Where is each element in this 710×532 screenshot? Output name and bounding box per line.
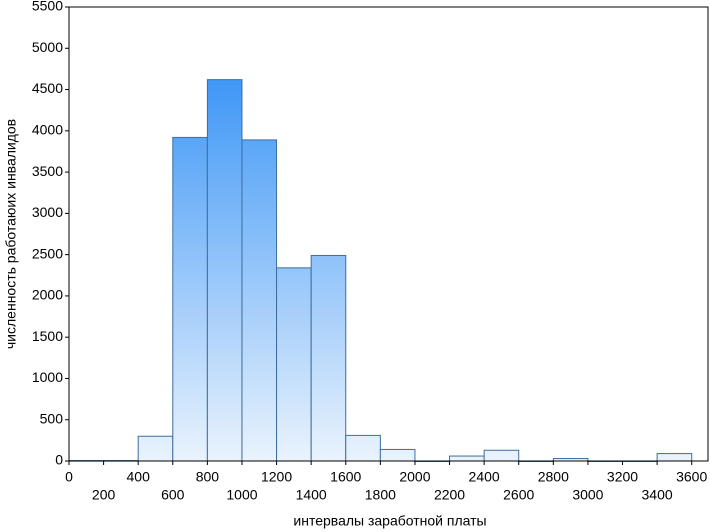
- y-tick-label: 4000: [32, 122, 63, 138]
- x-tick-label: 1000: [226, 487, 257, 503]
- bar: [656, 453, 693, 462]
- x-tick-label: 3200: [607, 469, 638, 485]
- y-tick-label: 0: [55, 452, 63, 468]
- y-tick-label: 2000: [32, 287, 63, 303]
- y-axis-title: численность работаюих инвалидов: [3, 119, 19, 349]
- x-tick-label: 1200: [261, 469, 292, 485]
- x-axis-title: интервалы заработной платы: [293, 513, 486, 529]
- x-tick-label: 2400: [469, 469, 500, 485]
- bar: [310, 254, 347, 462]
- y-tick-label: 5000: [32, 39, 63, 55]
- x-tick-label: 600: [161, 487, 185, 503]
- x-tick-label: 2000: [399, 469, 430, 485]
- y-tick-label: 3000: [32, 204, 63, 220]
- bar: [345, 434, 381, 462]
- y-tick-label: 1000: [32, 369, 63, 385]
- x-tick-label: 2800: [538, 469, 569, 485]
- y-tick-label: 1500: [32, 328, 63, 344]
- x-tick-label: 2200: [434, 487, 465, 503]
- x-tick-label: 3600: [676, 469, 707, 485]
- y-tick-label: 2500: [32, 245, 63, 261]
- x-tick-label: 800: [196, 469, 220, 485]
- x-tick-label: 3000: [572, 487, 603, 503]
- y-tick-label: 4500: [32, 80, 63, 96]
- y-tick-label: 500: [40, 410, 64, 426]
- bar: [483, 449, 520, 462]
- x-tick-label: 0: [65, 469, 73, 485]
- bar: [206, 79, 243, 462]
- x-tick-label: 1800: [365, 487, 396, 503]
- plot-frame: [68, 6, 709, 462]
- bar: [137, 435, 174, 462]
- x-tick-label: 2600: [503, 487, 534, 503]
- bar: [241, 139, 278, 462]
- bar: [172, 136, 208, 462]
- x-tick-label: 3400: [642, 487, 673, 503]
- y-tick-label: 3500: [32, 163, 63, 179]
- y-tick-label: 5500: [32, 0, 63, 14]
- x-tick-label: 1600: [330, 469, 361, 485]
- x-tick-label: 400: [127, 469, 151, 485]
- bar: [276, 267, 312, 462]
- x-tick-label: 200: [92, 487, 116, 503]
- bar: [379, 448, 416, 462]
- x-tick-label: 1400: [296, 487, 327, 503]
- bar: [449, 455, 485, 462]
